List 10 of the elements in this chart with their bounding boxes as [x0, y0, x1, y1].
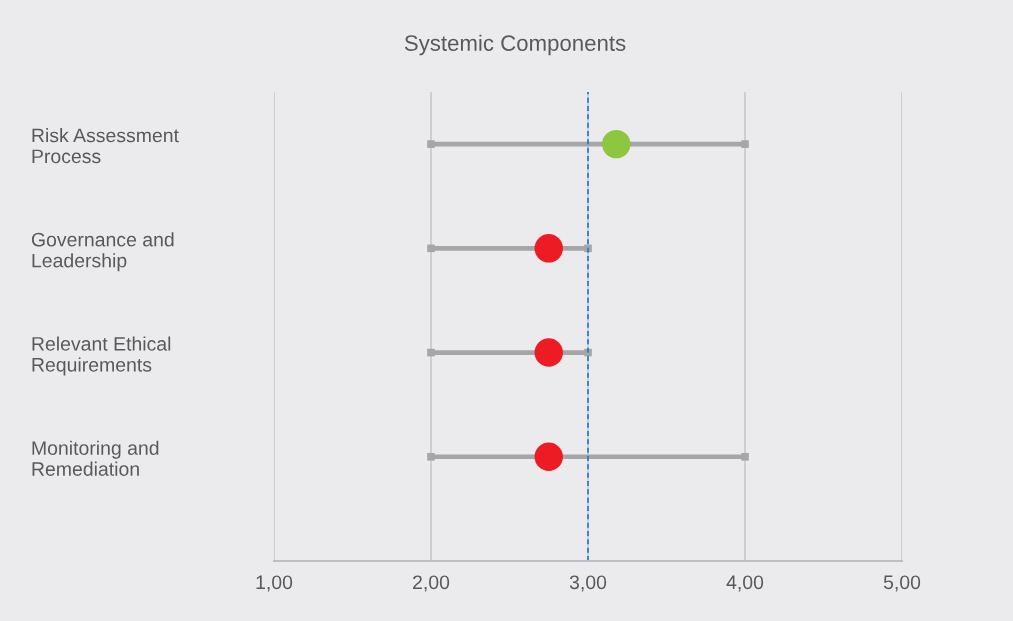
x-tick-label: 1,00 [256, 575, 293, 592]
x-tick-label: 3,00 [569, 575, 607, 592]
chart-title: Systemic Components [404, 34, 626, 56]
x-tick-label: 5,00 [883, 575, 921, 592]
y-tick-label: Relevant Ethical Requirements [32, 336, 171, 376]
y-tick-label: Monitoring and Remediation [32, 440, 159, 476]
x-tick-label: 2,00 [413, 575, 450, 592]
x-tick-label: 4,00 [726, 575, 764, 592]
y-tick-label: Risk Assessment Process [32, 128, 179, 164]
y-tick-label: Governance and Leadership [31, 232, 174, 272]
